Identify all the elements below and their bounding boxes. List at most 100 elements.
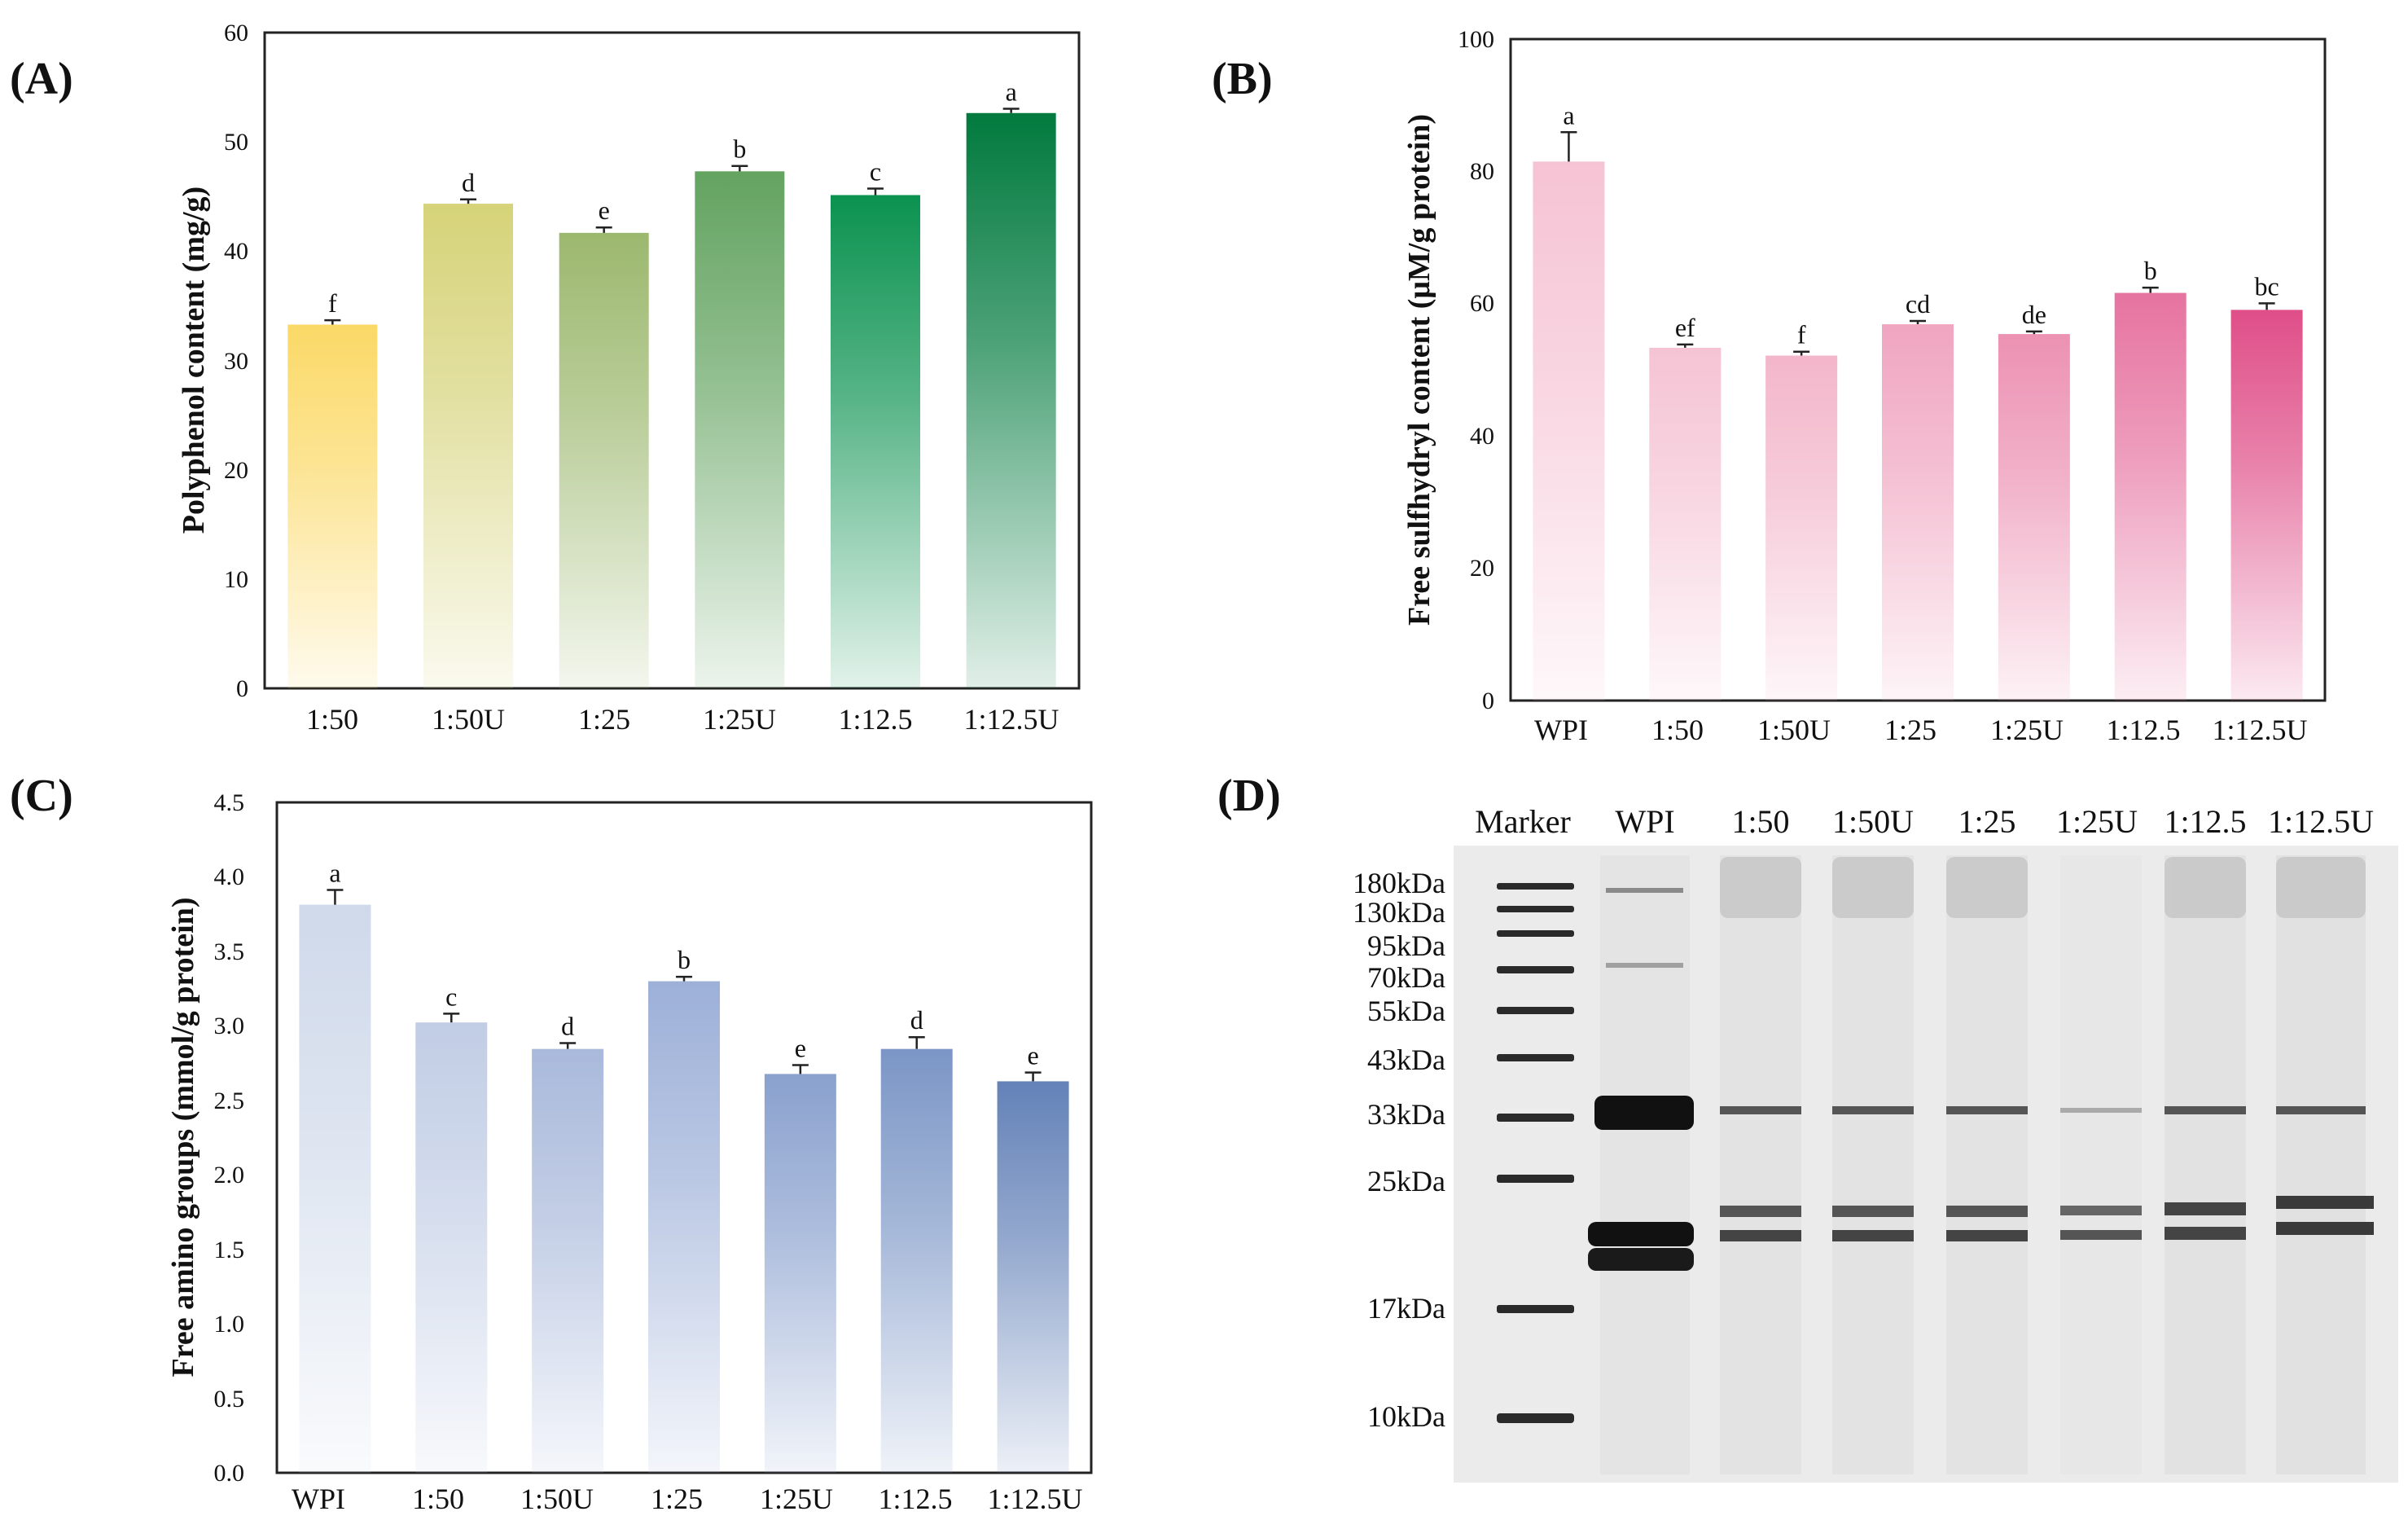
gel-lane-smears (1600, 855, 2366, 1474)
wpi-band-18kda (1588, 1248, 1694, 1271)
y-tick-label: 40 (1470, 423, 1494, 450)
marker-band (1497, 1007, 1574, 1014)
gel-lane-smear (1946, 855, 2028, 1474)
gel-lane-smear (2060, 855, 2142, 1474)
bar-a-1:12.5 (831, 195, 920, 689)
error-bar (559, 1042, 577, 1049)
y-tick-label: 0.5 (214, 1386, 245, 1413)
bar-b-1:50U (1765, 355, 1838, 701)
sample-band (2060, 1230, 2142, 1240)
gel-top-smear (2165, 857, 2246, 918)
error-bar (1793, 350, 1810, 356)
x-tick-label: 1:25U (760, 1483, 833, 1515)
sample-band (2060, 1108, 2142, 1113)
significance-letter: bc (2254, 271, 2279, 301)
sample-band (2276, 1196, 2374, 1209)
significance-letter: d (561, 1011, 574, 1040)
significance-letter: f (328, 288, 337, 318)
bar-a-1:50U (423, 204, 513, 688)
y-axis-ticks-a: 0 10 20 30 40 50 60 (224, 20, 248, 702)
mw-label: 33kDa (1367, 1098, 1445, 1131)
error-bar (792, 1064, 809, 1074)
significance-letter: d (462, 168, 475, 197)
bar-c-1:12.5 (880, 1048, 953, 1473)
significance-letter: a (1006, 77, 1017, 106)
error-bar (908, 1035, 925, 1049)
y-tick-label: 4.5 (214, 789, 245, 816)
x-tick-label: 1:50 (1651, 714, 1704, 746)
significance-letter: f (1797, 320, 1806, 349)
sample-band (1946, 1106, 2028, 1114)
y-tick-label: 50 (224, 129, 248, 156)
significance-letter: e (599, 196, 610, 225)
gel-top-smear (1720, 857, 1801, 918)
mw-label: 70kDa (1367, 961, 1445, 994)
x-tick-label: 1:12.5 (878, 1483, 952, 1515)
significance-letter: c (870, 157, 881, 187)
panel-a: (A) Polyphenol content (mg/g) 0 10 20 30… (10, 20, 1081, 736)
error-bar (595, 226, 612, 233)
significance-letter: b (2144, 256, 2157, 285)
error-bar (731, 165, 748, 172)
significance-letter: a (1563, 100, 1574, 130)
significance-letter: e (1027, 1041, 1038, 1070)
y-tick-label: 60 (1470, 290, 1494, 317)
mw-label: 180kDa (1353, 867, 1445, 899)
y-tick-label: 3.0 (214, 1013, 245, 1039)
significance-letter: a (329, 859, 340, 888)
sample-band (2276, 1222, 2374, 1235)
x-tick-label: 1:25 (651, 1483, 703, 1515)
y-axis-ticks-c: 0.0 0.5 1.0 1.5 2.0 2.5 3.0 3.5 4.0 4.5 (214, 789, 245, 1487)
x-tick-label: 1:50U (1757, 714, 1831, 746)
x-tick-label: 1:50 (306, 703, 358, 736)
sample-band (1946, 1230, 2028, 1241)
sample-band (1946, 1206, 2028, 1217)
bars-a: f d e b c a (287, 77, 1056, 689)
gel-lane-label: 1:50 (1731, 803, 1789, 840)
gel-lane-label: 1:25U (2056, 803, 2138, 840)
gel-background (1454, 846, 2398, 1483)
wpi-band (1606, 963, 1683, 968)
bars-c: a c d b e d e (299, 859, 1069, 1473)
mw-label: 17kDa (1367, 1292, 1445, 1325)
gel-lane-smear (1720, 855, 1801, 1474)
gel-top-smears (1720, 857, 2366, 918)
sample-band (1832, 1106, 1914, 1114)
significance-letter: c (445, 982, 457, 1011)
x-axis-labels-a: 1:50 1:50U 1:25 1:25U 1:12.5 1:12.5U (306, 703, 1059, 736)
x-tick-label: 1:50 (412, 1483, 464, 1515)
marker-band (1497, 1054, 1574, 1061)
panel-c: (C) Free amino groups (mmol/g protein) 0… (10, 771, 1093, 1515)
bars-b: a ef f cd de b bc (1533, 100, 2303, 701)
panel-d: (D) Marker WPI 1:50 1:50U 1:25 1:25U 1:1… (1217, 771, 2398, 1483)
x-axis-labels-b: WPI 1:50 1:50U 1:25 1:25U 1:12.5 1:12.5U (1534, 714, 2308, 746)
y-tick-label: 80 (1470, 158, 1494, 185)
significance-letter: b (733, 134, 746, 164)
gel-marker-bands (1497, 883, 1574, 1423)
panel-b: (B) Free sulfhydryl content (μM/g protei… (1212, 26, 2327, 746)
error-bar (324, 319, 341, 325)
gel-sample-bands (1720, 1106, 2374, 1241)
error-bar (676, 975, 692, 982)
error-bar (1910, 319, 1926, 325)
sample-band (2165, 1106, 2246, 1114)
mw-label: 43kDa (1367, 1043, 1445, 1076)
gel-lane-smear (2165, 855, 2246, 1474)
mw-label: 130kDa (1353, 896, 1445, 929)
gel-lane-smear (2276, 855, 2366, 1474)
y-tick-label: 60 (224, 20, 248, 46)
y-tick-label: 100 (1458, 26, 1494, 53)
y-tick-label: 4.0 (214, 863, 245, 890)
marker-band (1497, 1114, 1574, 1122)
significance-letter: de (2022, 300, 2046, 329)
error-bar (1677, 343, 1694, 348)
sample-band (2060, 1206, 2142, 1215)
sample-band (1832, 1230, 1914, 1241)
y-tick-label: 0 (236, 675, 248, 702)
gel-top-smear (2276, 857, 2366, 918)
y-tick-label: 1.0 (214, 1311, 245, 1338)
panel-label-c: (C) (10, 771, 73, 821)
bar-c-1:50U (532, 1048, 604, 1473)
marker-band (1497, 883, 1574, 890)
y-tick-label: 0 (1482, 688, 1494, 714)
